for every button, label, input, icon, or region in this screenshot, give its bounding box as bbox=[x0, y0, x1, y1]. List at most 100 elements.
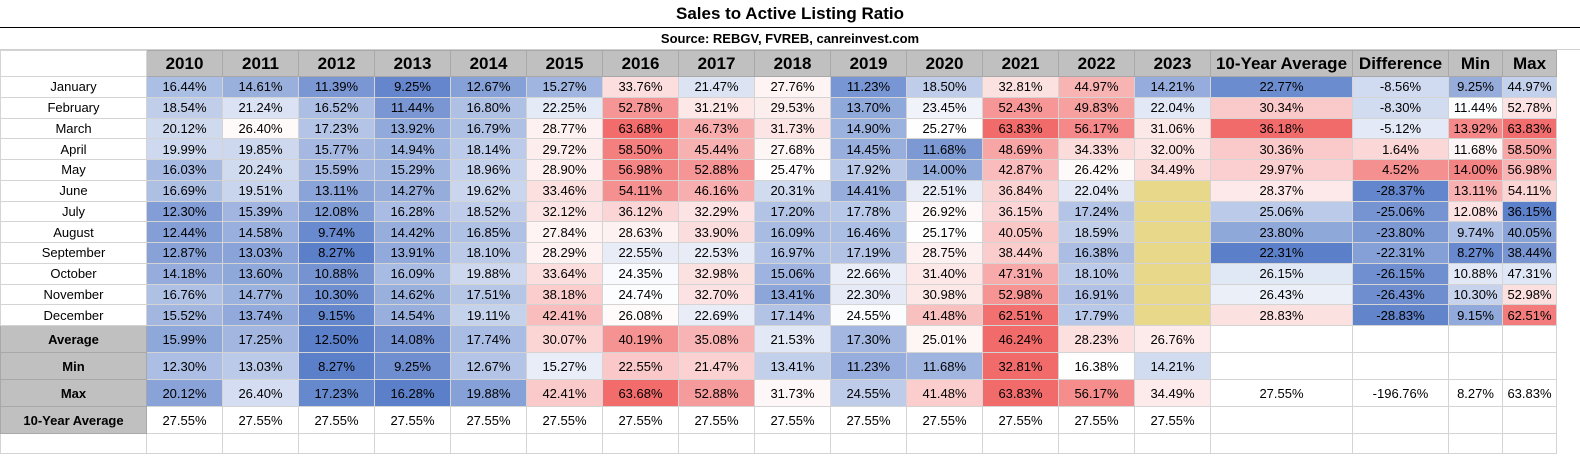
data-cell: 16.80% bbox=[450, 96, 527, 119]
empty-cell bbox=[1134, 433, 1211, 454]
difference-cell: -28.37% bbox=[1352, 179, 1449, 202]
data-cell: 14.61% bbox=[222, 76, 299, 98]
summary-diff-cell: -196.76% bbox=[1352, 379, 1449, 407]
column-header: 2012 bbox=[298, 50, 375, 77]
summary-label: Min bbox=[0, 352, 147, 380]
sheet-source: Source: REBGV, FVREB, canreinvest.com bbox=[0, 28, 1580, 50]
month-label: March bbox=[0, 117, 147, 140]
column-header: 2018 bbox=[754, 50, 831, 77]
month-label: February bbox=[0, 96, 147, 119]
column-header: 2022 bbox=[1058, 50, 1135, 77]
table-row: October 14.18% 13.60% 10.88% 16.09% 19.88% 33.… bbox=[0, 262, 1557, 285]
data-cell: 20.31% bbox=[754, 179, 831, 202]
month-label: January bbox=[0, 76, 147, 98]
summary-cell: 17.25% bbox=[222, 325, 299, 353]
ten-year-average-cell: 28.37% bbox=[1210, 179, 1353, 202]
summary-cell: 27.55% bbox=[526, 406, 603, 434]
difference-cell: -23.80% bbox=[1352, 221, 1449, 243]
data-cell: 11.39% bbox=[298, 76, 375, 98]
data-cell: 28.75% bbox=[906, 242, 983, 264]
data-cell: 22.30% bbox=[830, 283, 907, 306]
difference-cell: -5.12% bbox=[1352, 117, 1449, 140]
min-cell: 13.11% bbox=[1448, 179, 1503, 202]
data-cell: 41.48% bbox=[906, 304, 983, 326]
data-cell: 14.27% bbox=[374, 179, 451, 202]
data-cell: 56.98% bbox=[602, 159, 679, 181]
data-cell: 16.38% bbox=[1058, 242, 1135, 264]
data-cell: 15.39% bbox=[222, 200, 299, 223]
summary-cell: 17.30% bbox=[830, 325, 907, 353]
data-cell: 23.45% bbox=[906, 96, 983, 119]
data-cell: 29.72% bbox=[526, 138, 603, 160]
summary-cell: 15.99% bbox=[146, 325, 223, 353]
difference-cell: -26.43% bbox=[1352, 283, 1449, 306]
min-cell: 14.00% bbox=[1448, 159, 1503, 181]
summary-cell: 13.41% bbox=[754, 352, 831, 380]
empty-cell bbox=[222, 433, 299, 454]
data-cell: 12.67% bbox=[450, 76, 527, 98]
max-cell: 52.78% bbox=[1502, 96, 1557, 119]
summary-cell: 16.38% bbox=[1058, 352, 1135, 380]
data-cell bbox=[1134, 179, 1211, 202]
column-header: 2019 bbox=[830, 50, 907, 77]
summary-cell: 20.12% bbox=[146, 379, 223, 407]
data-cell: 38.44% bbox=[982, 242, 1059, 264]
difference-cell: -26.15% bbox=[1352, 262, 1449, 285]
month-label: November bbox=[0, 283, 147, 306]
data-cell: 18.14% bbox=[450, 138, 527, 160]
max-cell: 63.83% bbox=[1502, 117, 1557, 140]
summary-max-cell bbox=[1502, 325, 1557, 353]
summary-max-cell bbox=[1502, 406, 1557, 434]
table-row: September 12.87% 13.03% 8.27% 13.91% 18.10% 28… bbox=[0, 242, 1557, 264]
data-cell: 20.24% bbox=[222, 159, 299, 181]
data-cell: 15.27% bbox=[526, 76, 603, 98]
summary-diff-cell bbox=[1352, 325, 1449, 353]
data-cell: 52.88% bbox=[678, 159, 755, 181]
column-header: 2017 bbox=[678, 50, 755, 77]
summary-cell: 27.55% bbox=[678, 406, 755, 434]
data-cell bbox=[1134, 200, 1211, 223]
data-cell: 49.83% bbox=[1058, 96, 1135, 119]
summary-cell: 12.67% bbox=[450, 352, 527, 380]
data-cell: 46.73% bbox=[678, 117, 755, 140]
max-cell: 38.44% bbox=[1502, 242, 1557, 264]
table-row: January 16.44% 14.61% 11.39% 9.25% 12.67% 15.2… bbox=[0, 76, 1557, 98]
difference-cell: -8.30% bbox=[1352, 96, 1449, 119]
data-cell: 31.73% bbox=[754, 117, 831, 140]
empty-cell bbox=[830, 433, 907, 454]
data-cell: 15.77% bbox=[298, 138, 375, 160]
empty-cell bbox=[298, 433, 375, 454]
summary-cell: 63.83% bbox=[982, 379, 1059, 407]
month-label: April bbox=[0, 138, 147, 160]
data-cell: 19.85% bbox=[222, 138, 299, 160]
data-cell: 10.30% bbox=[298, 283, 375, 306]
data-cell: 18.50% bbox=[906, 76, 983, 98]
max-cell: 56.98% bbox=[1502, 159, 1557, 181]
data-cell: 36.84% bbox=[982, 179, 1059, 202]
empty-cell bbox=[526, 433, 603, 454]
data-cell: 28.63% bbox=[602, 221, 679, 243]
summary-cell: 12.30% bbox=[146, 352, 223, 380]
ten-year-average-cell: 36.18% bbox=[1210, 117, 1353, 140]
data-cell: 31.40% bbox=[906, 262, 983, 285]
data-cell: 27.76% bbox=[754, 76, 831, 98]
month-label: July bbox=[0, 200, 147, 223]
data-cell: 10.88% bbox=[298, 262, 375, 285]
data-cell: 48.69% bbox=[982, 138, 1059, 160]
summary-row: 10-Year Average 27.55% 27.55% 27.55% 27.55% 2… bbox=[0, 406, 1557, 434]
min-cell: 11.44% bbox=[1448, 96, 1503, 119]
empty-cell bbox=[678, 433, 755, 454]
data-cell: 32.81% bbox=[982, 76, 1059, 98]
max-cell: 54.11% bbox=[1502, 179, 1557, 202]
summary-label: Average bbox=[0, 325, 147, 353]
summary-row: Average 15.99% 17.25% 12.50% 14.08% 17.74% 30.… bbox=[0, 325, 1557, 353]
data-cell: 22.55% bbox=[602, 242, 679, 264]
ten-year-average-cell: 23.80% bbox=[1210, 221, 1353, 243]
month-label: June bbox=[0, 179, 147, 202]
summary-avg-cell bbox=[1210, 352, 1353, 380]
data-cell: 14.45% bbox=[830, 138, 907, 160]
data-cell: 16.76% bbox=[146, 283, 223, 306]
ten-year-average-cell: 25.06% bbox=[1210, 200, 1353, 223]
data-cell: 18.96% bbox=[450, 159, 527, 181]
summary-cell: 46.24% bbox=[982, 325, 1059, 353]
